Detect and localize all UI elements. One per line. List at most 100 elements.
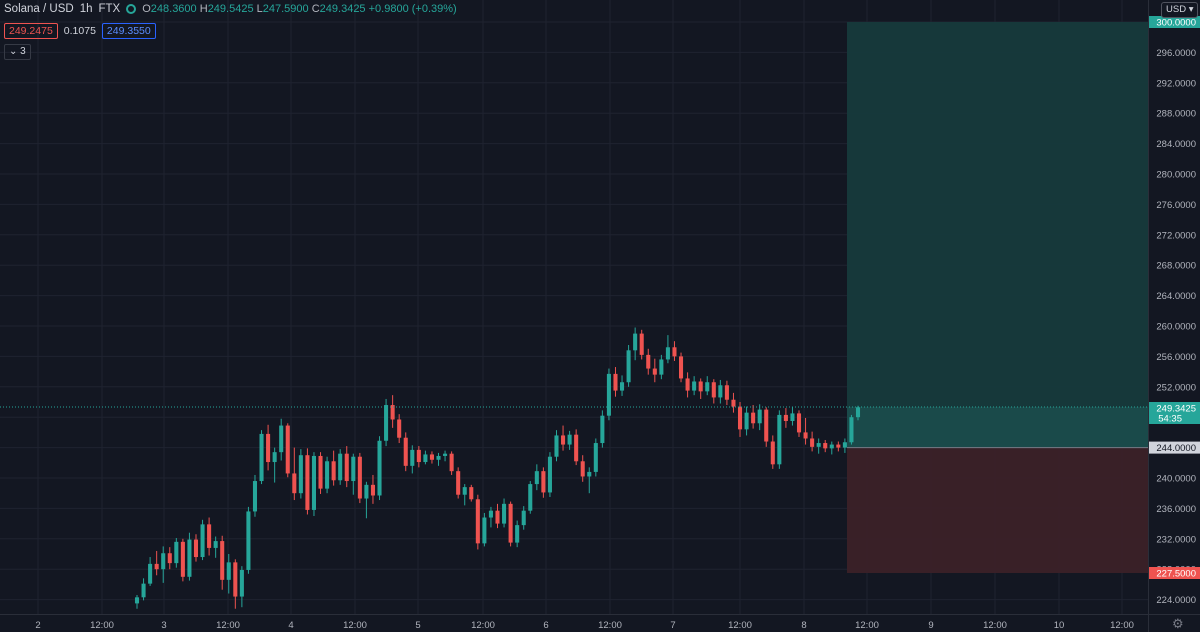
candle-body [154,563,159,570]
candle-body [134,597,140,604]
candle-body [305,455,310,510]
candle-body [665,347,670,360]
candle-body [515,525,520,543]
x-tick-label: 12:00 [1110,620,1134,631]
candle-body [639,333,644,355]
candle-body [272,452,277,463]
candle-body [534,471,539,485]
current-price-tag-countdown: 54:35 [1158,413,1182,424]
candle-body [410,449,415,466]
candle-body [311,455,317,510]
candle-body [744,412,749,430]
candle-body [561,435,566,445]
candle-body [698,381,703,392]
candle-body [292,473,297,494]
candle-body [187,539,192,577]
gear-icon[interactable]: ⚙ [1172,616,1184,631]
y-tick-label: 256.0000 [1156,352,1196,363]
y-tick-label: 232.0000 [1156,534,1196,545]
candle-body [495,510,500,524]
candle-body [823,443,828,449]
candle-body [220,541,225,580]
candle-body [429,454,434,460]
candle-body [816,443,821,447]
current-price-tag: 249.3425 [1156,403,1196,414]
y-tick-label: 260.0000 [1156,322,1196,333]
x-tick-label: 12:00 [598,620,622,631]
candle-body [449,453,454,472]
candle-body [567,434,572,445]
y-tick-label: 240.0000 [1156,474,1196,485]
x-tick-label: 4 [288,620,293,631]
candle-body [613,373,618,391]
stop-price-tag-bg [1149,567,1200,579]
candle-body [161,553,166,570]
currency-select[interactable]: USD ▾ [1161,2,1199,18]
candle-body [384,405,389,441]
candle-body [475,499,480,544]
y-tick-label: 288.0000 [1156,109,1196,120]
candle-body [724,385,729,400]
x-tick-label: 12:00 [855,620,879,631]
candle-body [547,456,552,493]
candle-body [180,541,185,577]
candle-body [554,435,559,457]
market-status-icon[interactable] [126,4,137,14]
currency-label: USD [1166,4,1187,15]
candle-body [193,539,199,558]
candle-body [213,541,218,548]
x-tick-label: 6 [543,620,548,631]
candle-body [266,433,271,463]
close-value: 249.3425 [319,3,366,15]
candle-body [377,440,382,496]
candle-body [148,563,153,584]
candle-body [456,471,461,495]
candle-body [233,562,238,597]
candle-body [167,553,172,564]
candle-body [443,453,448,456]
loss-zone [847,447,1148,573]
symbol-name[interactable]: Solana / USD [4,3,74,15]
candle-body [574,434,579,462]
x-tick-label: 2 [35,620,40,631]
candle-body [521,510,526,526]
candle-body [508,503,513,543]
indicators-toggle[interactable]: ⌄ 3 [4,44,31,60]
y-tick-label: 280.0000 [1156,170,1196,181]
candle-body [357,456,362,499]
candle-body [226,562,231,580]
x-tick-label: 12:00 [471,620,495,631]
candle-body [298,455,303,494]
candle-body [351,456,356,482]
candle-body [390,405,395,420]
x-tick-label: 5 [415,620,420,631]
candle-body [678,356,684,379]
entry-price-tag-bg [1149,441,1200,454]
buy-button[interactable]: 249.3550 [101,23,156,39]
x-tick-label: 12:00 [90,620,114,631]
candle-body [318,455,323,489]
y-tick-label: 292.0000 [1156,78,1196,89]
chart-legend: Solana / USD 1h FTX O248.3600 H249.5425 … [4,3,457,15]
candle-body [423,454,428,463]
candle-body [770,441,775,465]
y-tick-label: 264.0000 [1156,291,1196,302]
candle-body [829,444,834,449]
candle-body [528,484,533,511]
high-value: 249.5425 [207,3,254,15]
sell-button[interactable]: 249.2475 [4,23,58,39]
interval-label[interactable]: 1h [79,3,93,15]
candle-body [620,382,625,391]
candle-body [370,484,375,496]
candle-body [580,461,585,477]
trade-buttons: 249.2475 0.1075 249.3550 [4,23,156,39]
spread-value: 0.1075 [63,25,96,37]
candle-body [737,406,743,430]
candle-body [751,412,756,424]
candle-body [731,399,736,407]
candle-body [796,413,802,433]
candle-body [259,433,264,482]
x-tick-label: 12:00 [343,620,367,631]
